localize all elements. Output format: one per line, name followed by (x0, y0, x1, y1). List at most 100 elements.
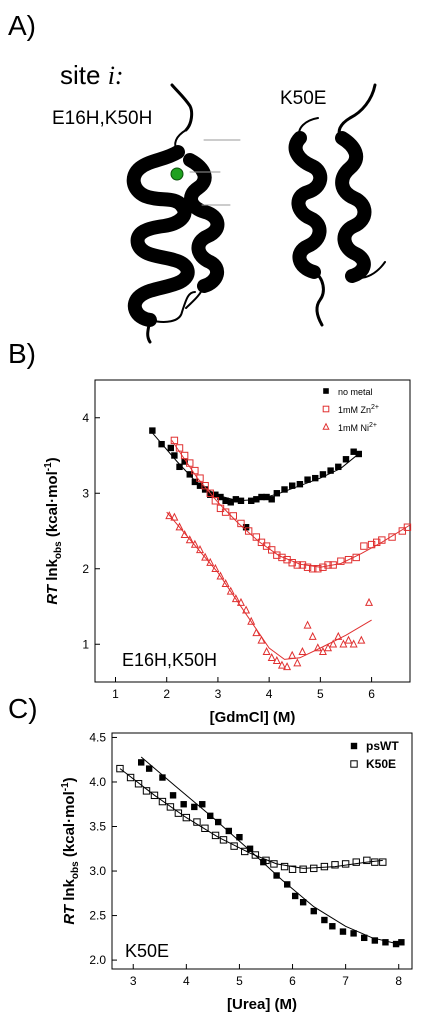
series-2-point (247, 616, 256, 625)
series-1-point (379, 858, 387, 866)
x-tick-label: 5 (236, 974, 243, 988)
legend-sup-2: 2+ (369, 422, 377, 429)
series-1-fit-line (119, 768, 383, 869)
series-1-point (293, 561, 302, 569)
y-tick-label: 3 (82, 486, 89, 500)
series-2-point (257, 635, 266, 644)
legend-label-0: psWT (366, 739, 399, 753)
series-2-point (180, 529, 189, 538)
legend-marker-2 (322, 422, 330, 430)
metal-ion-marker (170, 167, 184, 181)
series-0-point (299, 899, 307, 906)
series-1-point (229, 512, 237, 520)
series-1-point (251, 851, 260, 859)
series-2-point (201, 552, 210, 561)
y-axis-label: RT lnkobs (kcal·mol-1) (60, 777, 81, 924)
series-0-point (288, 482, 296, 489)
y-axis-label-rt: RT (61, 903, 78, 925)
series-1-point (116, 764, 124, 773)
series-0-point (227, 499, 234, 506)
series-1-point (352, 553, 360, 562)
y-axis-label-units: (kcal·mol (61, 791, 78, 861)
x-tick-label: 1 (112, 687, 119, 701)
series-0-point (382, 939, 389, 946)
series-1-point (257, 538, 266, 547)
series-2-point (293, 658, 302, 667)
series-2-point (303, 620, 312, 629)
y-axis-label-obs: obs (53, 541, 64, 559)
structure-label-right: K50E (280, 88, 327, 109)
panel-c-letter: C) (8, 693, 38, 724)
series-2-point (308, 631, 317, 640)
x-tick-label: 3 (215, 687, 222, 701)
legend-name-2: 1mM Ni (338, 423, 369, 433)
series-2-point (365, 597, 374, 606)
series-1-point (319, 563, 327, 571)
x-tick-label: 4 (266, 687, 273, 701)
site-variable: i: (107, 61, 124, 90)
panel-b-letter: B) (8, 338, 36, 369)
y-tick-label: 4.5 (89, 730, 106, 744)
series-2-point (211, 563, 220, 572)
series-0-point (191, 803, 198, 811)
series-1-point (270, 860, 278, 868)
legend-sup-1: 2+ (371, 404, 379, 411)
series-1-point (308, 565, 317, 573)
series-0-point (273, 490, 281, 497)
series-1-point (360, 542, 368, 550)
series-1-point (303, 563, 312, 571)
legend-name-1: 1mM Zn (338, 405, 371, 415)
series-2-point (262, 646, 271, 655)
series-1-point (331, 861, 339, 869)
series-1-point (166, 803, 175, 811)
y-tick-label: 4.0 (89, 775, 106, 789)
chart-annotation: E16H,K50H (122, 650, 217, 670)
series-1-point (352, 858, 360, 866)
y-axis-label-rt: RT (44, 583, 61, 605)
series-0-point (392, 940, 400, 948)
series-0-point (237, 497, 245, 504)
legend-name-1: K50E (366, 757, 396, 771)
series-0-point (214, 818, 222, 826)
series-1-point (244, 527, 253, 535)
series-0-point (159, 774, 166, 781)
series-0-point (181, 458, 188, 465)
series-0-point (371, 937, 379, 944)
series-0-point (191, 478, 199, 486)
series-0-point (171, 452, 178, 459)
series-0-point (149, 427, 156, 434)
series-1-point (299, 865, 307, 873)
series-1-point (170, 436, 179, 445)
series-1-point (196, 474, 204, 482)
series-0-point (350, 930, 357, 937)
series-2-point (236, 597, 245, 606)
series-2 (165, 511, 374, 671)
y-tick-label: 3.0 (89, 864, 106, 878)
series-1-point (268, 546, 276, 554)
series-1-point (158, 797, 167, 806)
series-0-point (321, 916, 328, 924)
series-0-point (291, 892, 299, 900)
series-1-point (174, 809, 183, 817)
series-1-point (182, 813, 191, 822)
series-2-point (226, 586, 235, 595)
y-axis-label-exp: -1 (43, 462, 54, 471)
series-0-point (263, 493, 270, 501)
series-2-point (357, 635, 366, 644)
protein-structure-right (288, 83, 386, 327)
series-0-point (327, 467, 334, 474)
y-axis-label-ln: lnk (44, 558, 61, 584)
series-0-point (342, 456, 350, 463)
legend-marker-0 (350, 742, 358, 750)
series-1-point (211, 497, 220, 505)
series-1-point (310, 864, 318, 873)
series-0-point (225, 827, 233, 835)
series-1-point (186, 459, 194, 467)
series-1 (116, 764, 387, 873)
series-0-fit-line (140, 756, 399, 945)
series-1-point (363, 856, 371, 865)
series-0-fit-line (152, 432, 362, 502)
series-0-point (260, 858, 267, 866)
series-1-point (280, 862, 289, 871)
series-0-point (339, 928, 347, 935)
